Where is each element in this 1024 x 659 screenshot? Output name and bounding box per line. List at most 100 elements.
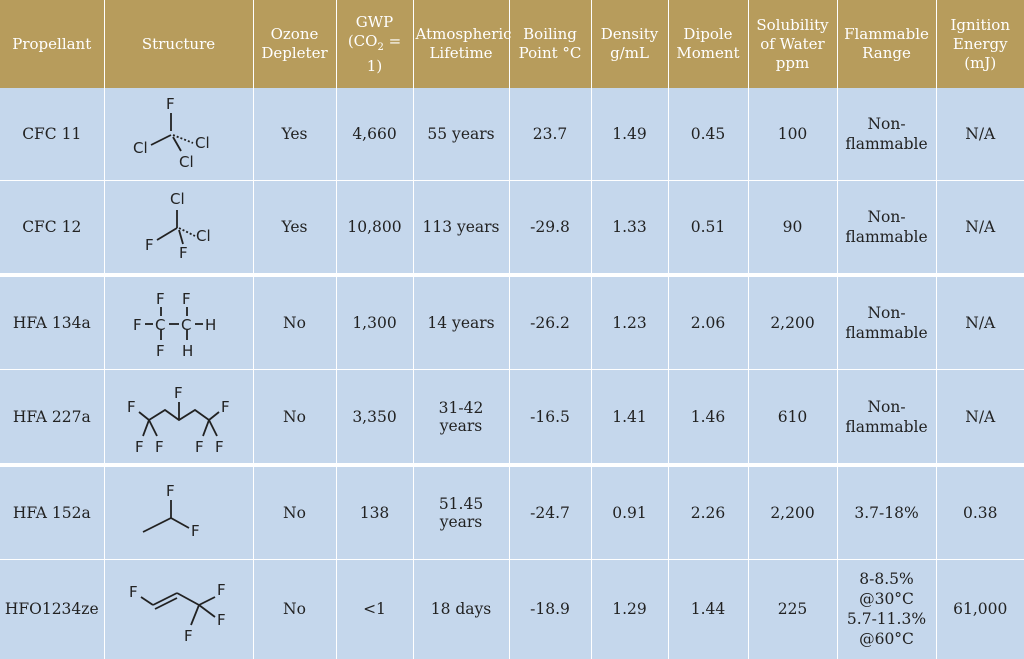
- cell-boiling-point: 23.7: [509, 88, 592, 182]
- cell-ignition: N/A: [936, 88, 1024, 182]
- cell-structure: F F: [104, 464, 254, 560]
- header-line: Atmospheric: [415, 25, 512, 43]
- cell-density: 0.91: [591, 464, 669, 560]
- cell-propellant: CFC 12: [0, 180, 105, 278]
- hfa227a-structure-diagram: F F F F F F F: [127, 384, 230, 456]
- header-line: = 1): [366, 31, 402, 75]
- cell-line: Non-: [867, 115, 906, 134]
- cell-ignition: N/A: [936, 275, 1024, 371]
- cell-line: Non-: [867, 304, 906, 323]
- atom-label: F: [191, 522, 200, 540]
- cell-ignition: N/A: [936, 180, 1024, 278]
- hfa152a-structure-diagram: F F: [142, 482, 200, 540]
- table-row: HFA 227a F F F F F F F: [0, 369, 1024, 467]
- hfo1234ze-structure-diagram: F F F F: [129, 581, 226, 645]
- cell-flammable-range: Non-flammable: [837, 88, 937, 182]
- header-row: Propellant Structure Ozone Depleter GWP (C…: [0, 0, 1024, 88]
- atom-label: F: [195, 438, 204, 456]
- cell-dipole: 1.44: [668, 559, 749, 659]
- cell-ignition: 61,000: [936, 559, 1024, 659]
- cell-flammable-range: Non-flammable: [837, 369, 937, 467]
- cell-propellant: HFA 152a: [0, 464, 105, 560]
- cell-line: flammable: [845, 324, 928, 343]
- table-row: HFA 152a F F No 138 51.45 years -24.7 0.…: [0, 464, 1024, 560]
- cell-density: 1.33: [591, 180, 669, 278]
- cell-structure: Cl F Cl F: [104, 180, 254, 278]
- atom-label: Cl: [195, 134, 210, 152]
- header-line: Density: [600, 25, 659, 43]
- header-ozone-depleter: Ozone Depleter: [253, 0, 337, 88]
- cell-line: 8-8.5%: [859, 570, 914, 589]
- header-line: Range: [862, 44, 911, 62]
- cell-solubility: 225: [748, 559, 838, 659]
- header-solubility: Solubility of Water ppm: [748, 0, 838, 88]
- hfa134a-structure-diagram: F F F C C H F H: [133, 290, 216, 360]
- header-line: Moment: [676, 44, 740, 62]
- atom-label: Cl: [133, 139, 148, 157]
- cell-density: 1.49: [591, 88, 669, 182]
- cell-ignition: 0.38: [936, 464, 1024, 560]
- cell-line: flammable: [845, 228, 928, 247]
- header-line: GWP: [355, 12, 394, 31]
- cell-propellant: HFA 227a: [0, 369, 105, 467]
- header-line: (mJ): [964, 53, 997, 72]
- header-line: Flammable: [844, 25, 929, 43]
- header-line: of Water: [760, 34, 825, 53]
- cell-boiling-point: -29.8: [509, 180, 592, 278]
- header-line: g/mL: [610, 44, 649, 62]
- cell-density: 1.23: [591, 275, 669, 371]
- cell-dipole: 0.51: [668, 180, 749, 278]
- cell-gwp: 138: [336, 464, 414, 560]
- cell-line: flammable: [845, 417, 928, 436]
- cell-solubility: 2,200: [748, 275, 838, 371]
- cell-gwp: 1,300: [336, 275, 414, 371]
- cell-ozone: No: [253, 559, 337, 659]
- cell-solubility: 610: [748, 369, 838, 467]
- cell-boiling-point: -18.9: [509, 559, 592, 659]
- header-line: ppm: [775, 53, 810, 72]
- cell-density: 1.41: [591, 369, 669, 467]
- cell-gwp: 3,350: [336, 369, 414, 467]
- cell-line: 5.7-11.3%: [846, 610, 927, 629]
- cell-gwp: 4,660: [336, 88, 414, 182]
- atom-label: H: [182, 342, 193, 360]
- header-line: (CO: [347, 31, 378, 50]
- atom-label: F: [166, 95, 175, 113]
- atom-label: F: [221, 398, 230, 416]
- cell-line: Non-: [867, 208, 906, 227]
- header-line: Boiling: [523, 25, 577, 43]
- header-gwp: GWP (CO2 = 1): [336, 0, 414, 88]
- header-line: Ozone: [270, 25, 319, 43]
- header-dipole-moment: Dipole Moment: [668, 0, 749, 88]
- subscript: 2: [377, 41, 384, 53]
- cell-structure: F F F F F F F: [104, 369, 254, 467]
- cell-density: 1.29: [591, 559, 669, 659]
- atom-label: C: [155, 316, 165, 334]
- table-row: CFC 12 Cl F Cl F Yes 10,800 113 years -2…: [0, 180, 1024, 278]
- atom-label: F: [129, 583, 138, 601]
- atom-label: F: [166, 482, 175, 500]
- atom-label: F: [217, 611, 226, 629]
- cell-flammable-range: 8-8.5% @30°C 5.7-11.3% @60°C: [837, 559, 937, 659]
- cell-ozone: No: [253, 369, 337, 467]
- header-line: Lifetime: [429, 44, 493, 62]
- cell-line: Non-: [867, 397, 906, 416]
- cell-dipole: 0.45: [668, 88, 749, 182]
- cell-ozone: Yes: [253, 180, 337, 278]
- cell-ozone: No: [253, 275, 337, 371]
- atom-label: Cl: [170, 190, 185, 208]
- cell-ozone: No: [253, 464, 337, 560]
- cell-propellant: HFA 134a: [0, 275, 105, 371]
- header-flammable-range: Flammable Range: [837, 0, 937, 88]
- header-line: Solubility: [756, 15, 829, 34]
- header-propellant: Propellant: [0, 0, 105, 88]
- header-density: Density g/mL: [591, 0, 669, 88]
- cell-ignition: N/A: [936, 369, 1024, 467]
- atom-label: F: [156, 290, 165, 308]
- header-line: Depleter: [261, 44, 328, 62]
- cell-solubility: 100: [748, 88, 838, 182]
- cell-structure: F F F F: [104, 559, 254, 659]
- cell-lifetime: 31-42 years: [413, 369, 510, 467]
- cell-dipole: 2.26: [668, 464, 749, 560]
